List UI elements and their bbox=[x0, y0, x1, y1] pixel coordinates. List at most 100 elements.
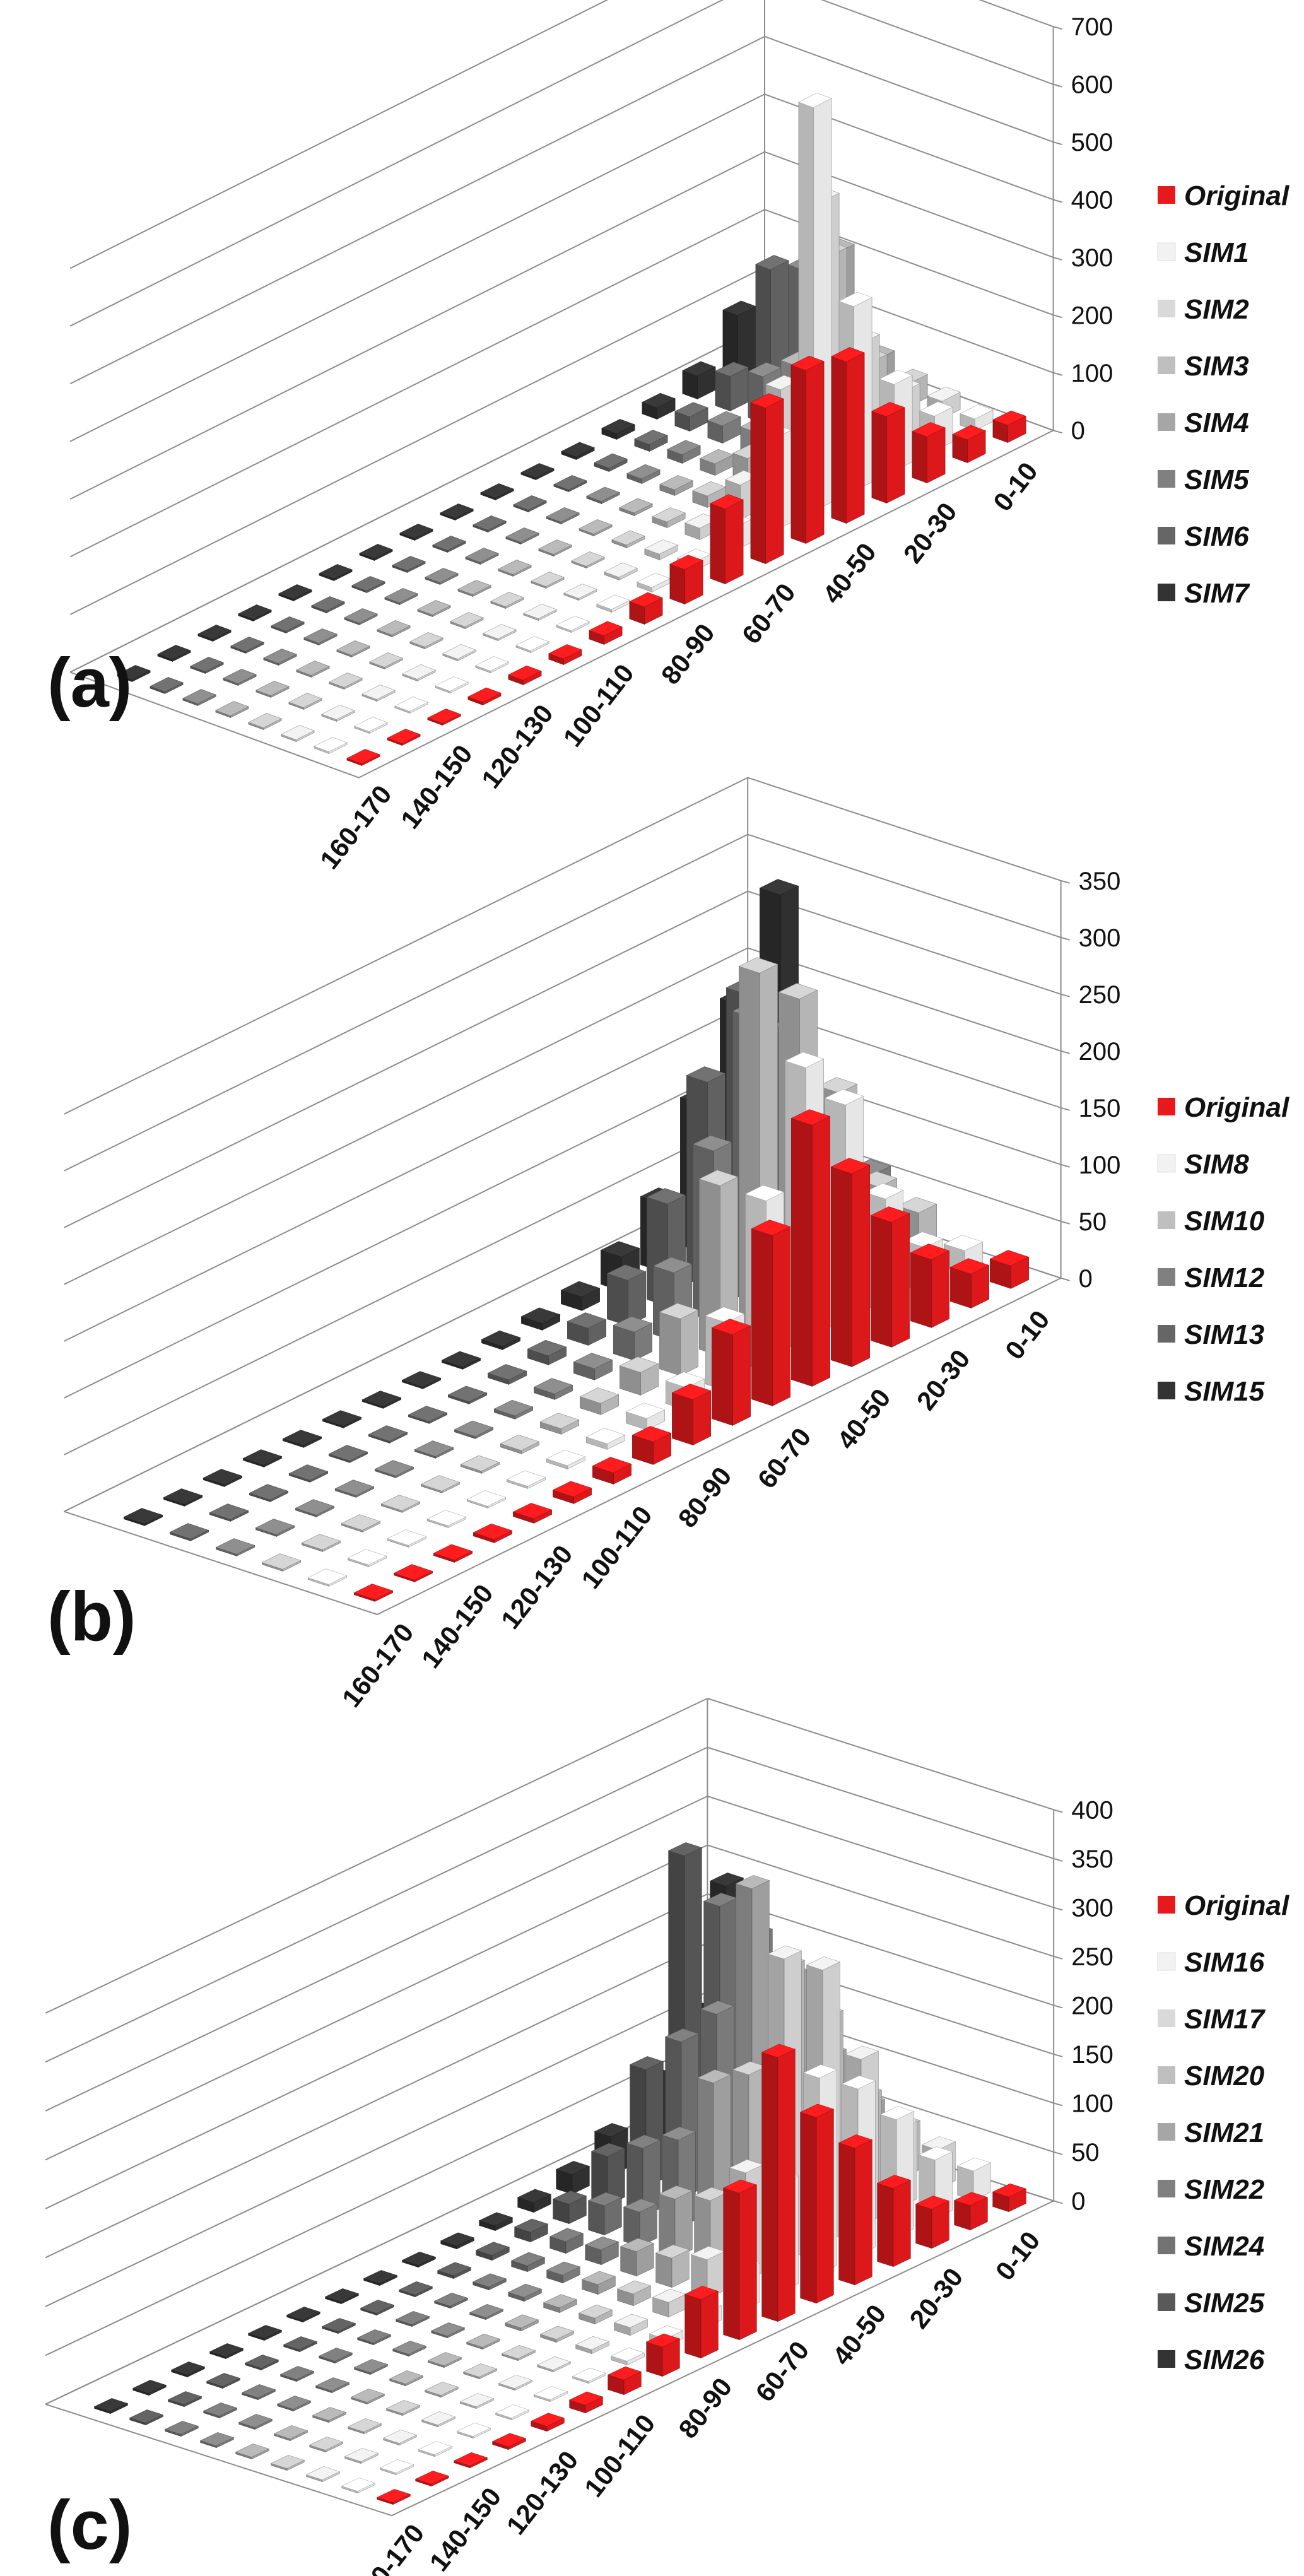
bar bbox=[556, 616, 590, 633]
panel-label: (a) bbox=[47, 644, 132, 722]
bar bbox=[460, 1455, 500, 1474]
gridline bbox=[64, 947, 748, 1285]
bar bbox=[520, 1307, 561, 1331]
gridline bbox=[45, 1796, 708, 2112]
bars bbox=[93, 1842, 1027, 2505]
bar bbox=[604, 562, 638, 580]
bar bbox=[398, 2281, 433, 2298]
bar bbox=[249, 1484, 289, 1502]
bar bbox=[454, 1420, 494, 1439]
bar bbox=[871, 402, 905, 503]
bar bbox=[329, 673, 363, 690]
y-tick-label: 150 bbox=[1071, 2041, 1113, 2069]
bar bbox=[392, 556, 426, 573]
gridline bbox=[707, 1746, 1054, 1859]
bar bbox=[548, 644, 582, 665]
x-tick-label: 0-10 bbox=[990, 2226, 1046, 2286]
bar bbox=[377, 620, 411, 637]
bar bbox=[652, 2288, 687, 2318]
bar bbox=[169, 1523, 209, 1541]
bar bbox=[585, 1428, 626, 1450]
bar bbox=[440, 503, 474, 520]
legend-label: SIM4 bbox=[1184, 408, 1249, 438]
bar bbox=[433, 2292, 469, 2309]
gridline bbox=[747, 947, 1061, 1052]
bar bbox=[715, 362, 749, 411]
legend-swatch bbox=[1158, 2350, 1175, 2368]
bar bbox=[952, 425, 986, 463]
bar bbox=[483, 624, 517, 641]
bar bbox=[533, 2386, 568, 2403]
bar bbox=[611, 530, 645, 548]
bar bbox=[475, 656, 509, 673]
bar bbox=[279, 2366, 315, 2382]
bar bbox=[579, 1387, 620, 1415]
bar bbox=[619, 498, 653, 516]
bar bbox=[157, 645, 191, 662]
tick-mark bbox=[1053, 26, 1062, 30]
gridline bbox=[45, 1698, 708, 2014]
y-tick-label: 50 bbox=[1071, 2139, 1100, 2167]
x-tick-label: 0-10 bbox=[999, 1305, 1055, 1365]
tick-mark bbox=[1053, 1955, 1063, 1960]
bar bbox=[508, 665, 542, 685]
gridline bbox=[64, 1061, 748, 1399]
bar bbox=[594, 453, 628, 472]
gridline bbox=[707, 1698, 1054, 1811]
legend-swatch bbox=[1158, 527, 1175, 544]
bar bbox=[427, 709, 461, 726]
bar bbox=[631, 1426, 672, 1465]
x-tick-label: 40-50 bbox=[831, 1383, 896, 1455]
x-tick-label: 120-130 bbox=[501, 2445, 584, 2540]
bar bbox=[432, 536, 466, 553]
bar bbox=[238, 2414, 273, 2430]
legend-swatch bbox=[1158, 2237, 1175, 2254]
bar bbox=[790, 1109, 831, 1387]
bar bbox=[163, 1488, 203, 1507]
bar bbox=[674, 402, 708, 432]
gridline bbox=[64, 890, 748, 1228]
bar bbox=[402, 664, 436, 681]
legend-swatch bbox=[1158, 2293, 1175, 2311]
bar bbox=[645, 2333, 681, 2377]
bar bbox=[584, 2236, 620, 2266]
y-tick-label: 600 bbox=[1071, 71, 1113, 99]
bar bbox=[586, 486, 620, 504]
bar bbox=[283, 2336, 318, 2353]
tick-mark bbox=[1060, 1220, 1070, 1225]
bar bbox=[424, 2382, 459, 2398]
bar bbox=[949, 1258, 990, 1309]
bar bbox=[308, 2437, 344, 2453]
x-tick-label: 140-150 bbox=[424, 2482, 507, 2576]
bar bbox=[447, 1385, 488, 1404]
bar bbox=[546, 507, 580, 524]
legend: Original SIM1 SIM2 SIM3 SIM4 SIM5 SIM6 SIM7 bbox=[1157, 180, 1289, 609]
bar bbox=[369, 652, 403, 669]
bar bbox=[307, 1568, 348, 1587]
bar bbox=[150, 677, 184, 694]
bar bbox=[613, 2314, 649, 2336]
legend-swatch bbox=[1158, 1098, 1175, 1115]
legend-label: SIM3 bbox=[1184, 351, 1249, 382]
bar bbox=[457, 580, 491, 597]
bar bbox=[414, 2471, 450, 2487]
bar bbox=[437, 2262, 472, 2279]
bar bbox=[480, 483, 514, 500]
bar bbox=[421, 2411, 456, 2428]
y-tick-label: 350 bbox=[1079, 867, 1121, 895]
gridline bbox=[707, 1796, 1054, 1908]
legend-label: Original bbox=[1184, 1092, 1289, 1123]
x-tick-label: 100-110 bbox=[579, 2409, 661, 2503]
bar bbox=[589, 621, 623, 645]
bar bbox=[539, 1413, 580, 1435]
tick-mark bbox=[1053, 2151, 1063, 2155]
bar bbox=[472, 2273, 507, 2291]
x-tick-label: 0-10 bbox=[987, 457, 1043, 517]
bar bbox=[671, 1384, 712, 1445]
bar bbox=[761, 2044, 796, 2322]
y-tick-label: 0 bbox=[1071, 2187, 1085, 2215]
legend-label: Original bbox=[1184, 1890, 1289, 1921]
y-tick-label: 200 bbox=[1079, 1038, 1121, 1066]
bar bbox=[510, 2252, 546, 2273]
bar bbox=[387, 1529, 427, 1548]
